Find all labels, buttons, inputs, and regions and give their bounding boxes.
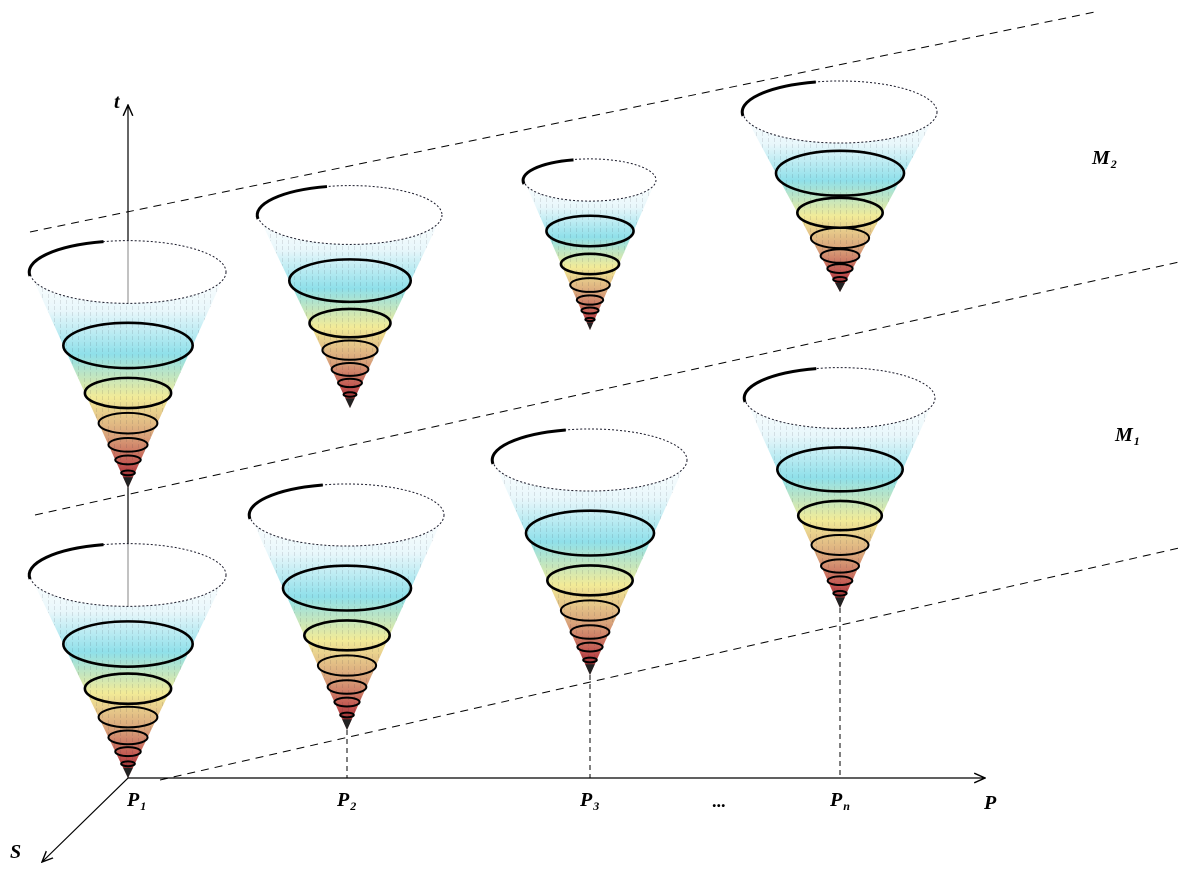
cone-pn-m0	[742, 367, 936, 608]
level-label-m2: M2	[1092, 147, 1117, 171]
ellipsis-label: ...	[712, 791, 726, 811]
cone-p3-m1	[521, 158, 657, 330]
t-axis-label: t	[114, 91, 120, 113]
point-label-p2: P2	[337, 789, 357, 813]
point-label-p3: P3	[580, 789, 600, 813]
point-label-p1: P1	[127, 789, 147, 813]
cone-p1-m1	[27, 240, 227, 488]
plane-line-bottom	[159, 547, 1179, 781]
cone-p2-m0	[247, 483, 445, 730]
p-axis-label: P	[984, 792, 997, 814]
projection-lines	[346, 608, 841, 778]
s-axis	[42, 777, 129, 862]
cone-p2-m1	[255, 185, 443, 408]
cone-pn-m1	[740, 80, 938, 292]
cones	[27, 80, 938, 778]
point-label-pn: Pn	[830, 789, 850, 813]
plane-lines	[29, 11, 1179, 781]
level-label-m1: M1	[1115, 424, 1140, 448]
cone-p1-m0	[27, 543, 227, 778]
s-axis-label: S	[10, 841, 22, 863]
cone-p3-m0	[490, 428, 688, 675]
